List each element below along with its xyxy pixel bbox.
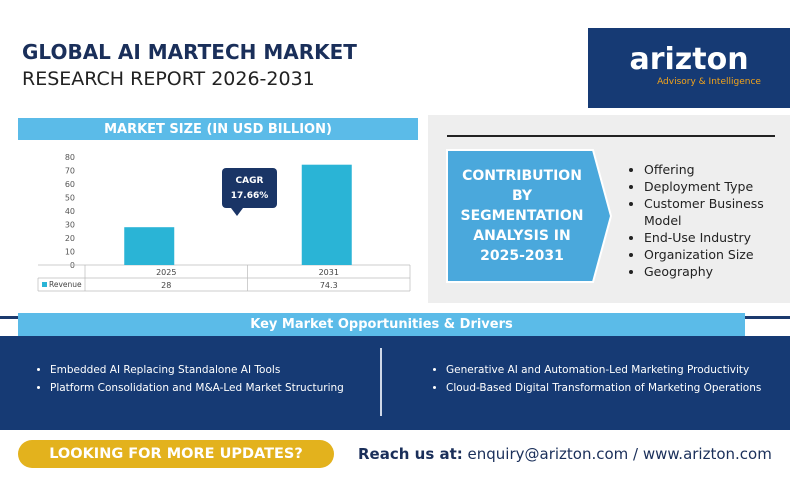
segment-item: Deployment Type [644,178,794,195]
segmentation-heading: CONTRIBUTION BY SEGMENTATION ANALYSIS IN 202… [447,150,597,282]
contact-line: Reach us at: enquiry@arizton.com / www.a… [358,445,772,463]
x-tick-label: 2031 [319,268,339,277]
cagr-label: CAGR [236,176,264,186]
cagr-value: 17.66% [231,191,269,201]
cagr-pointer [231,208,243,216]
contact: enquiry@arizton.com / www.arizton.com [467,445,772,463]
segment-item: Geography [644,263,794,280]
y-tick-label: 80 [65,153,75,162]
bar [301,164,352,265]
cagr-box [222,168,277,208]
logo-tagline: Advisory & Intelligence [657,77,761,87]
segmentation-line: SEGMENTATION [460,208,584,224]
y-tick-label: 0 [70,261,75,270]
market-size-heading: MARKET SIZE (IN USD BILLION) [18,118,418,140]
segment-item: Offering [644,161,794,178]
opportunities-right: Generative AI and Automation-Led Marketi… [432,362,761,398]
segmentation-line: CONTRIBUTION [462,168,582,184]
opportunity-item: Platform Consolidation and M&A-Led Marke… [50,380,344,396]
y-tick-label: 30 [65,221,75,230]
y-tick-label: 60 [65,180,75,189]
logo: arizton Advisory & Intelligence [588,28,790,108]
y-tick-label: 10 [65,248,75,257]
opportunity-item: Generative AI and Automation-Led Marketi… [446,362,761,378]
logo-name: arizton [629,42,749,77]
segmentation-line: 2025-2031 [480,248,564,264]
title: GLOBAL AI MARTECH MARKET [22,40,357,64]
x-tick-label: 2025 [156,268,176,277]
table-value: 74.3 [320,281,338,290]
arrow-shape [446,149,613,283]
y-tick-label: 40 [65,207,75,216]
y-tick-label: 70 [65,167,75,176]
segmentation-list: OfferingDeployment TypeCustomer Business… [630,161,794,280]
opportunities-left: Embedded AI Replacing Standalone AI Tool… [36,362,344,398]
segmentation-panel: CONTRIBUTION BY SEGMENTATION ANALYSIS IN 202… [428,115,790,303]
arrow-box [446,149,613,283]
segmentation-line: ANALYSIS IN [473,228,571,244]
segment-item: End-Use Industry [644,229,794,246]
opportunities-panel: Embedded AI Replacing Standalone AI Tool… [0,336,790,430]
reach-label: Reach us at: [358,445,463,463]
subtitle: RESEARCH REPORT 2026-2031 [22,68,315,90]
segment-item: Organization Size [644,246,794,263]
legend-swatch [42,282,47,287]
cta[interactable]: LOOKING FOR MORE UPDATES? [18,440,334,468]
table-value: 28 [161,281,171,290]
rule [447,135,775,137]
opportunity-item: Embedded AI Replacing Standalone AI Tool… [50,362,344,378]
opportunity-item: Cloud-Based Digital Transformation of Ma… [446,380,761,396]
segmentation-line: BY [511,188,533,204]
opportunities-heading: Key Market Opportunities & Drivers [18,313,745,336]
y-tick-label: 20 [65,234,75,243]
chart: 0 10 20 30 40 50 60 70 80 Revenue 2025 28 2031 74.3 CA… [37,153,411,292]
bar [124,227,175,265]
legend-label: Revenue [49,280,82,289]
segment-item: Customer Business Model [644,195,794,229]
y-tick-label: 50 [65,194,75,203]
divider [380,348,382,416]
